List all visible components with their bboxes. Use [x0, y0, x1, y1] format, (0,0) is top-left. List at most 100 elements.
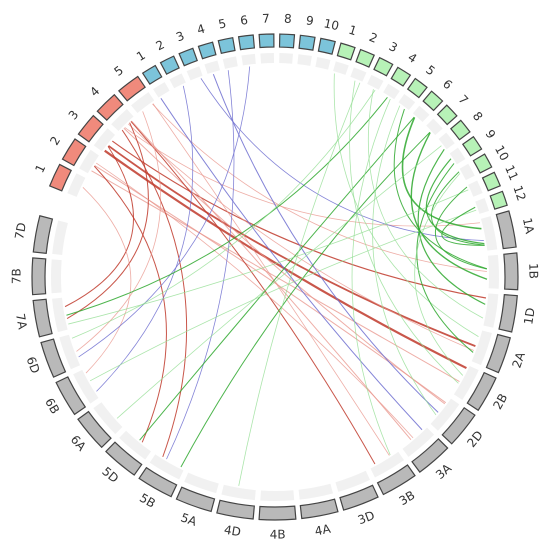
inner-ring-band-g12	[475, 198, 490, 214]
synteny-link	[64, 146, 134, 308]
synteny-link	[393, 108, 487, 270]
inner-ring-band-2D	[430, 398, 460, 431]
inner-ring-band-r1	[67, 173, 86, 197]
inner-ring-band-g4	[383, 83, 400, 100]
chromosome-segment-6A	[77, 410, 112, 449]
synteny-link	[107, 145, 476, 347]
inner-ring-band-r5	[131, 92, 155, 114]
inner-ring-band-g11	[468, 180, 483, 197]
inner-ring-band-g2	[350, 67, 367, 82]
chromosome-label-b5: 5	[217, 16, 227, 31]
synteny-link	[68, 189, 469, 325]
chromosome-label-b2: 2	[154, 37, 167, 53]
chromosome-label-2D: 2D	[464, 428, 485, 450]
inner-ring-band-r3	[93, 128, 115, 152]
inner-ring-band-3A	[402, 427, 435, 457]
chromosome-label-r1: 1	[32, 162, 48, 175]
synteny-link	[89, 209, 477, 382]
synteny-link	[200, 78, 484, 241]
synteny-link	[96, 162, 414, 439]
chromosome-label-b7: 7	[262, 12, 270, 26]
chromosome-label-5A: 5A	[179, 510, 199, 529]
synteny-link	[78, 66, 251, 358]
chromosome-label-g6: 6	[440, 77, 455, 93]
inner-ring-band-b10	[315, 57, 331, 70]
inner-ring-band-1B	[487, 254, 500, 289]
inner-ring-band-6A	[93, 402, 123, 435]
chromosome-segment-4A	[299, 498, 339, 520]
chromosome-label-6A: 6A	[68, 433, 89, 455]
chromosome-label-g12: 12	[510, 184, 528, 203]
chromosome-segment-5A	[175, 486, 216, 513]
synteny-link	[124, 127, 480, 227]
inner-ring-band-g5	[398, 94, 416, 111]
chromosome-segment-2D	[441, 406, 476, 445]
synteny-link	[434, 186, 487, 270]
synteny-link	[116, 145, 442, 419]
chromosome-segment-b2	[159, 55, 180, 75]
inner-ring-band-2B	[453, 365, 479, 400]
chromosome-segment-7D	[32, 215, 54, 254]
chromosome-label-1B: 1B	[526, 263, 540, 279]
inner-ring-band-7A	[52, 297, 68, 333]
chromosome-segment-1B	[503, 252, 519, 291]
inner-ring-band-b3	[186, 66, 203, 81]
synteny-link	[349, 80, 459, 384]
inner-ring-band-5B	[149, 454, 184, 480]
inner-ring-band-4D	[221, 484, 256, 501]
chromosome-segment-3D	[339, 484, 379, 511]
synteny-link	[82, 187, 132, 374]
inner-ring-band-r4	[111, 108, 134, 132]
synteny-link	[104, 149, 467, 370]
synteny-link	[111, 140, 487, 299]
inner-ring-band-5A	[184, 472, 219, 494]
chromosome-segment-b3	[178, 47, 198, 67]
inner-ring-band-5D	[119, 430, 151, 460]
inner-ring-band-b4	[204, 60, 221, 74]
inner-ring-band-4A	[298, 483, 334, 500]
synteny-link	[96, 85, 194, 392]
synteny-link	[417, 148, 486, 305]
chromosome-segment-b8	[278, 33, 296, 49]
chromosome-segment-5D	[105, 441, 143, 476]
chromosome-segment-b9	[298, 34, 316, 51]
synteny-link	[160, 98, 423, 431]
inner-ring-band-b1	[153, 82, 170, 98]
synteny-link	[238, 82, 361, 486]
chromosome-label-1D: 1D	[521, 307, 537, 326]
inner-ring-band-g1	[333, 61, 349, 75]
chromosome-label-7D: 7D	[12, 221, 29, 240]
synteny-link	[212, 73, 439, 413]
inner-ring-band-g6	[412, 105, 430, 123]
chromosome-label-b10: 10	[322, 16, 340, 33]
inner-ring-band-6D	[59, 334, 81, 370]
inner-ring-band-7B	[50, 259, 62, 294]
synteny-link	[425, 158, 485, 245]
chromosome-segment-g11	[481, 171, 502, 192]
inner-density-ring	[50, 53, 500, 502]
chromosome-segment-6B	[55, 376, 87, 416]
chromosome-label-g11: 11	[502, 163, 521, 183]
chromosome-label-g7: 7	[456, 92, 471, 107]
chromosome-label-7A: 7A	[13, 312, 30, 331]
synteny-link	[367, 89, 484, 319]
chromosome-segment-b5	[217, 37, 236, 55]
chromosome-label-r2: 2	[47, 134, 63, 148]
synteny-link	[130, 121, 376, 465]
chromosome-label-5B: 5B	[137, 491, 158, 511]
synteny-link	[431, 171, 485, 246]
chromosome-segment-2B	[466, 371, 497, 412]
synteny-link	[71, 89, 376, 339]
synteny-link	[66, 96, 388, 316]
inner-ring-band-2A	[471, 330, 492, 366]
chromosome-segment-3B	[376, 464, 416, 496]
chromosome-segment-r5	[117, 75, 146, 102]
chromosome-segment-4D	[216, 499, 255, 520]
chromosome-label-2B: 2B	[490, 391, 510, 412]
chromosome-segment-g8	[449, 119, 471, 141]
chromosome-label-3D: 3D	[356, 508, 377, 527]
chromosome-label-6B: 6B	[42, 396, 62, 417]
chromosome-label-2A: 2A	[510, 350, 529, 370]
chromosome-segment-b4	[197, 41, 217, 60]
